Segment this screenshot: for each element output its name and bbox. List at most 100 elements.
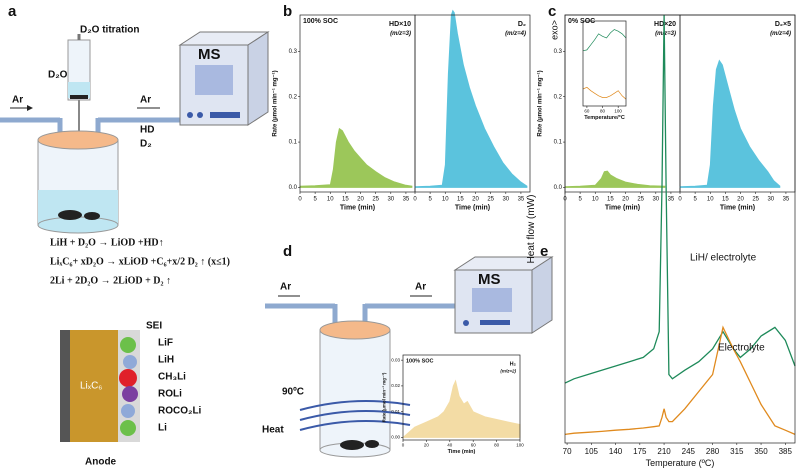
label: HD (140, 125, 154, 136)
area (564, 170, 666, 188)
label: ROCO₂Li (158, 406, 202, 417)
label: LiF (158, 338, 173, 349)
area (402, 379, 521, 438)
x-tick-label: 10 (327, 197, 334, 203)
x-tick-label: 15 (457, 197, 464, 203)
x-tick-label: 25 (487, 197, 494, 203)
label: D₂ (140, 139, 152, 150)
panel-label: d (283, 243, 292, 260)
x-tick-label: 25 (637, 197, 644, 203)
x-tick-label: 245 (682, 447, 696, 456)
label: CH₃Li (158, 372, 186, 383)
x-tick-label: 15 (342, 197, 349, 203)
x-tick-label: 140 (609, 447, 623, 456)
x-tick-label: 315 (730, 447, 744, 456)
y-tick-label: 0.0 (289, 185, 298, 191)
y-tick-label: 0.3 (554, 49, 563, 55)
x-tick-label: 80 (494, 443, 500, 448)
x-tick-label: 30 (652, 197, 659, 203)
y-tick-label: 0.02 (391, 383, 400, 388)
equation: 2Li + 2D₂O → 2LiOD + D₂ ↑ (50, 275, 171, 286)
series-label: HD×20 (654, 21, 676, 28)
label: Anode (85, 457, 117, 468)
y-tick-label: 0.0 (554, 185, 563, 191)
x-tick-label: 20 (472, 197, 479, 203)
anode (60, 330, 140, 442)
y-tick-label: 0.2 (289, 94, 298, 100)
x-tick-label: 385 (779, 447, 793, 456)
label: LiₓC₆ (80, 381, 102, 392)
series-annotation: (m/z=3) (655, 31, 676, 37)
x-tick-label: 30 (387, 197, 394, 203)
equation: LiH + D₂O → LiOD +HD↑ (50, 237, 164, 248)
x-tick-label: 0 (678, 197, 682, 203)
x-axis-label: Temperature/°C (584, 115, 625, 121)
line (564, 325, 796, 436)
area (679, 59, 781, 188)
label: Ar (415, 282, 426, 293)
area (414, 9, 528, 188)
ms-box (453, 256, 554, 334)
y-tick-label: 0.3 (289, 49, 298, 55)
x-tick-label: 210 (657, 447, 671, 456)
x-tick-label: 30 (767, 197, 774, 203)
x-tick-label: 30 (502, 197, 509, 203)
x-tick-label: 15 (607, 197, 614, 203)
x-tick-label: 35 (403, 197, 410, 203)
series-annotation: (m/z=3) (390, 31, 411, 37)
x-tick-label: 35 (518, 197, 525, 203)
plot-frame (564, 14, 796, 444)
x-tick-label: 0 (402, 443, 405, 448)
line (582, 29, 627, 52)
x-tick-label: 0 (413, 197, 417, 203)
label: LiH (158, 355, 174, 366)
area (299, 127, 413, 188)
equation: LiₓC₆+ xD₂O → xLiOD +C₆+x/2 D₂ ↑ (x≤1) (50, 256, 230, 267)
x-tick-label: 15 (722, 197, 729, 203)
label: Ar (12, 95, 23, 106)
y-axis-label: Heat flow (mW) (526, 195, 537, 264)
x-tick-label: 60 (584, 109, 590, 114)
y-tick-label: 0.1 (289, 140, 298, 146)
label: ROLi (158, 389, 182, 400)
plot-frame (402, 354, 521, 441)
series-label: D₂×5 (775, 21, 791, 28)
x-tick-label: 80 (600, 109, 606, 114)
label: 90ºC (282, 387, 304, 398)
label: SEI (146, 321, 162, 332)
panel-label: a (8, 3, 17, 20)
x-tick-label: 175 (633, 447, 647, 456)
ms-box (178, 31, 270, 126)
x-tick-label: 100 (614, 109, 622, 114)
x-axis-label: Time (min) (720, 204, 755, 211)
label: Ar (280, 282, 291, 293)
x-tick-label: 10 (592, 197, 599, 203)
chart-title: 0% SOC (568, 18, 595, 25)
x-tick-label: 280 (706, 447, 720, 456)
x-tick-label: 25 (372, 197, 379, 203)
panel-label: c (548, 3, 556, 20)
x-tick-label: 35 (783, 197, 790, 203)
x-tick-label: 5 (313, 197, 317, 203)
x-tick-label: 40 (447, 443, 453, 448)
plot-frame (414, 14, 531, 193)
series-label: Electrolyte (718, 343, 765, 354)
x-tick-label: 0 (298, 197, 302, 203)
jar (37, 130, 119, 234)
y-axis-label: Rate (μmol min⁻¹ mg⁻¹) (381, 372, 386, 422)
y-tick-label: 0.1 (554, 140, 563, 146)
x-tick-label: 100 (516, 443, 524, 448)
x-tick-label: 5 (428, 197, 432, 203)
x-tick-label: 5 (578, 197, 582, 203)
x-tick-label: 10 (442, 197, 449, 203)
series-label: HD×10 (389, 21, 411, 28)
label: Heat (262, 425, 284, 436)
label: MS (198, 46, 221, 63)
series-annotation: (m/z=4) (770, 31, 791, 37)
y-tick-label: 0.01 (391, 409, 400, 414)
x-axis-label: Time (min) (340, 204, 375, 211)
x-tick-label: 5 (693, 197, 697, 203)
x-axis-label: Temperature (ºC) (646, 458, 715, 468)
x-tick-label: 105 (585, 447, 599, 456)
